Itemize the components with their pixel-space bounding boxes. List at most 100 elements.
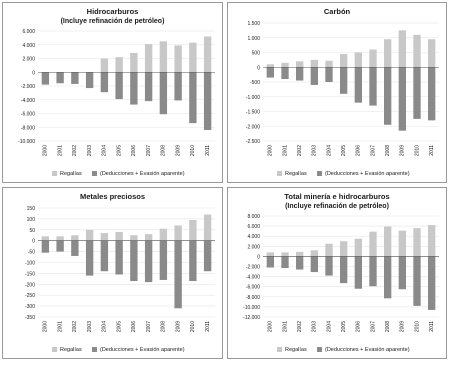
x-tick-label: 2007 [370,145,376,156]
bar-deducciones [369,67,377,106]
x-tick-label: 2009 [400,145,406,156]
x-tick-label: 2001 [57,321,63,332]
bar-regalias [266,252,274,257]
legend-swatch-deducciones [92,347,97,352]
x-tick-label: 2011 [429,145,435,156]
bar-deducciones [115,240,123,275]
chart-title: Carbón [324,7,351,16]
bar-regalias [189,42,197,73]
x-tick-label: 2006 [131,321,137,332]
bar-regalias [413,34,421,68]
bar-regalias [354,238,362,257]
chart-title: Metales preciosos [80,192,145,201]
y-tick-label: 4.000 [247,234,260,240]
y-tick-label: -6.000 [21,112,35,118]
bar-deducciones [130,240,138,282]
x-tick-label: 2005 [116,145,122,156]
y-tick-label: -2.500 [246,139,260,145]
y-tick-label: 0 [257,65,260,71]
bar-regalias [384,226,392,257]
bar-deducciones [354,256,362,289]
legend-swatch-deducciones [92,171,97,176]
bar-regalias [203,36,212,73]
legend-label-regalias: Regalías [285,171,307,177]
bar-regalias [281,252,289,257]
bar-deducciones [203,72,212,130]
bar-deducciones [384,256,392,299]
bar-regalias [369,49,377,68]
y-tick-label: -350 [25,315,35,321]
x-tick-label: 2000 [43,321,49,332]
chart-subtitle: (Incluye refinación de petróleo) [61,18,165,25]
y-tick-label: 6.000 [247,224,260,230]
bar-regalias [354,52,362,68]
bar-deducciones [189,240,197,282]
bar-deducciones [354,67,362,103]
bar-deducciones [100,240,109,272]
bar-deducciones [144,72,153,102]
x-tick-label: 2003 [312,321,318,332]
bar-regalias [340,241,348,257]
chart-panel-4: Total minería e hidrocarburos (Incluye re… [227,187,447,359]
y-tick-label: 1.000 [247,36,260,42]
y-tick-label: -200 [25,282,35,288]
bar-deducciones [203,240,212,272]
x-tick-label: 2004 [326,145,332,156]
bar-deducciones [100,72,109,93]
y-tick-label: -300 [25,304,35,310]
bar-regalias [41,236,50,241]
y-tick-label: -500 [250,80,260,86]
bar-regalias [115,57,123,73]
x-tick-label: 2001 [282,321,288,332]
y-tick-label: 6.000 [22,29,35,35]
bar-deducciones [56,240,64,252]
x-tick-label: 2000 [268,145,274,156]
bar-regalias [100,58,109,73]
bar-regalias [71,235,79,241]
y-tick-label: 8.000 [247,214,260,220]
bar-deducciones [130,72,138,105]
bar-regalias [174,45,182,73]
bar-deducciones [428,256,436,310]
y-tick-label: -2.000 [246,124,260,130]
y-tick-label: -2.000 [21,84,35,90]
bar-regalias [144,44,153,73]
bar-deducciones [398,256,406,290]
x-tick-label: 2003 [87,321,93,332]
y-tick-label: 100 [27,217,36,223]
y-tick-label: -10.000 [18,139,35,145]
bar-deducciones [266,67,274,78]
chart-title: Total minería e hidrocarburos [284,192,389,201]
bar-deducciones [310,67,318,85]
bar-deducciones [428,67,436,121]
x-tick-label: 2006 [356,321,362,332]
bar-deducciones [413,256,421,306]
y-tick-label: 2.000 [22,57,35,63]
bar-deducciones [340,256,348,284]
bar-regalias [159,41,168,73]
bar-regalias [296,251,304,257]
y-tick-label: 150 [27,206,36,212]
y-tick-label: 50 [29,228,35,234]
legend-label-deducciones: (Deducciones + Evasión aparente) [100,347,185,353]
y-tick-label: 500 [252,51,261,57]
x-tick-label: 2004 [102,145,108,156]
bar-regalias [398,30,406,68]
bar-deducciones [41,72,50,85]
bar-regalias [384,39,392,68]
bar-regalias [115,231,123,241]
bar-deducciones [340,67,348,94]
x-tick-label: 2006 [131,145,137,156]
x-tick-label: 2009 [400,321,406,332]
x-tick-label: 2005 [116,321,122,332]
bar-regalias [325,60,333,68]
bar-deducciones [281,67,289,80]
y-tick-label: -50 [28,250,35,256]
legend-swatch-regalias [52,171,57,176]
bar-regalias [413,228,421,257]
x-tick-label: 2009 [175,321,181,332]
legend-swatch-regalias [52,347,57,352]
chart-title: Hidrocarburos [87,7,139,16]
x-tick-label: 2003 [87,145,93,156]
